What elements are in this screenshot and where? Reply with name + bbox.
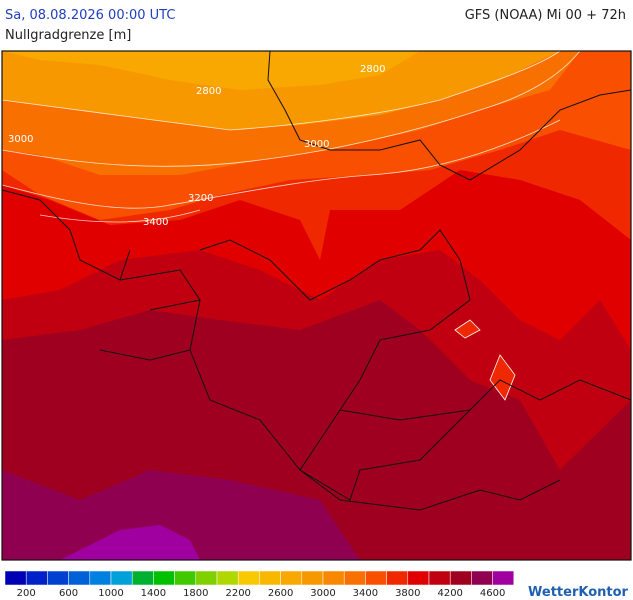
contour-label: 3200 [188,193,213,204]
legend-label: 3000 [310,588,335,599]
legend-label: 600 [59,588,78,599]
legend-label: 4200 [437,588,462,599]
logo: WetterKontor [528,585,629,600]
legend-swatch [492,570,515,586]
legend-swatch [449,570,472,586]
legend-label: 2200 [225,588,250,599]
legend-swatch [195,570,218,586]
legend-label: 1000 [98,588,123,599]
legend-swatch [174,570,197,586]
contour-label: 3000 [8,134,33,145]
legend-swatch [216,570,239,586]
legend-swatch [153,570,175,586]
legend-label: 1400 [141,588,166,599]
legend-swatch [25,570,48,586]
map [1,50,632,561]
legend-swatch [259,570,281,586]
legend-swatch [365,570,387,586]
legend-swatch [110,570,133,586]
legend-swatch [343,570,366,586]
model: GFS (NOAA) Mi 00 + 72h [465,8,626,23]
date: Sa, 08.08.2026 00:00 UTC [5,8,175,23]
parameter: Nullgradgrenze [m] [5,28,131,43]
contour-label: 2800 [360,64,385,75]
color-legend: 200 600 1000 1400 1800 2200 2600 3000 3400 3800 42… [4,570,515,599]
legend-swatch [301,570,324,586]
legend-swatch [68,570,91,586]
legend-label: 200 [17,588,36,599]
legend-swatch [131,570,154,586]
legend-swatch [47,570,69,586]
legend-label: 4600 [480,588,505,599]
legend-swatch [237,570,260,586]
contour-label: 3000 [304,139,329,150]
legend-label: 3800 [395,588,420,599]
legend-swatch [4,570,27,586]
legend-swatch [471,570,493,586]
legend-label: 3400 [353,588,378,599]
legend-swatch [322,570,345,586]
contour-label: 2800 [196,86,221,97]
contour-label: 3400 [143,217,168,228]
legend-swatch [280,570,303,586]
legend-swatch [89,570,112,586]
legend-label: 1800 [183,588,208,599]
legend-swatch [386,570,409,586]
legend-swatch [428,570,451,586]
legend-swatch [407,570,430,586]
legend-label: 2600 [268,588,293,599]
